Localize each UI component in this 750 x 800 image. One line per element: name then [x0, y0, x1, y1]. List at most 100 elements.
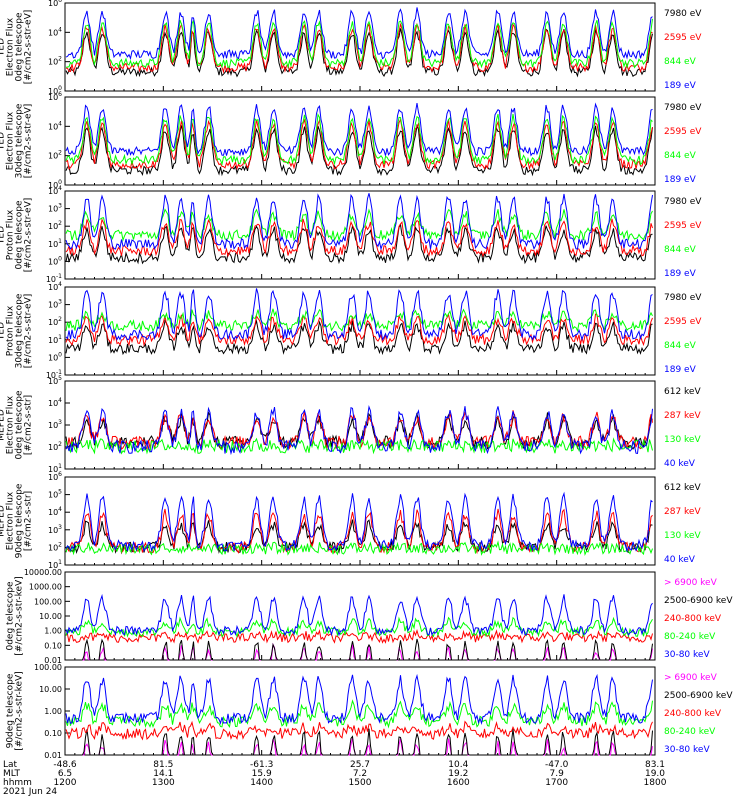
- series-line-3: [65, 112, 653, 166]
- legend-entry: 7980 eV: [664, 293, 702, 303]
- y-axis-label: MEPEDElectron Flux90deg telescope[#/cm2-…: [0, 483, 34, 558]
- y-tick-label: 10.00: [39, 685, 62, 694]
- legend-entry: 40 keV: [664, 555, 696, 565]
- x-tick-label-hhmm: 1700: [545, 778, 568, 788]
- x-tick-label-hhmm: 1300: [152, 778, 175, 788]
- panel-8: 0.01 0.10 1.00 10.00 100.00 90deg telescope[#…: [6, 663, 734, 760]
- y-tick-label: 10-1: [46, 369, 62, 380]
- y-tick-label: 106: [48, 0, 62, 8]
- series-line-5: [65, 593, 653, 637]
- x-tick-label-lat: -48.6: [53, 760, 77, 770]
- y-tick-label: 101: [48, 334, 62, 345]
- x-tick-label-lat: 25.7: [350, 760, 370, 770]
- x-tick-label-mlt: 7.9: [550, 769, 565, 779]
- panel-3: 10-1 100 101 102 103 104 TEDProton Flux0deg te…: [0, 185, 702, 284]
- series-line-2: [66, 508, 653, 555]
- legend-entry: 130 keV: [664, 531, 701, 541]
- panel-4: 10-1 100 101 102 103 104 TEDProton Flux30deg t…: [0, 281, 702, 380]
- series-line-3: [65, 437, 653, 455]
- y-tick-label: 101: [48, 559, 62, 570]
- series-line-4: [65, 491, 653, 553]
- series-line-4: [65, 193, 653, 251]
- panel-6: 101 102 103 104 105 106 MEPEDElectron Flux90de…: [0, 471, 701, 570]
- y-tick-label: 103: [48, 203, 62, 214]
- legend-entry: 189 eV: [664, 175, 697, 185]
- legend-entry: 240-800 keV: [664, 614, 722, 624]
- series-line-2: [65, 410, 653, 451]
- x-tick-label-hhmm: 1600: [447, 778, 470, 788]
- series-line-3: [65, 720, 653, 741]
- series-line-5: [65, 673, 653, 725]
- y-tick-label: 102: [48, 441, 62, 452]
- y-tick-label: 1000.00: [29, 583, 62, 592]
- legend-entry: 2595 eV: [664, 127, 702, 137]
- y-tick-label: 1.00: [44, 707, 62, 716]
- legend-entry: 130 keV: [664, 435, 701, 445]
- series-line-2: [66, 22, 653, 74]
- y-tick-label: 106: [48, 91, 62, 102]
- y-tick-label: 104: [48, 26, 62, 37]
- x-row-label: Lat: [3, 760, 18, 770]
- series-line-2: [65, 313, 653, 347]
- y-tick-label: 0.10: [44, 729, 62, 738]
- x-row-label: 2021 Jun 24: [3, 787, 57, 797]
- x-tick-label-lat: -61.3: [250, 760, 273, 770]
- x-tick-label-mlt: 15.9: [252, 769, 272, 779]
- y-tick-label: 100: [48, 85, 62, 96]
- y-tick-label: 103: [48, 299, 62, 310]
- legend-entry: 7980 eV: [664, 103, 702, 113]
- legend-entry: 612 keV: [664, 483, 701, 493]
- legend-entry: 30-80 keV: [664, 650, 710, 660]
- plot-frame: [64, 96, 656, 186]
- y-axis-label: MEPEDElectron Flux0deg telescope[#/cm2-s…: [0, 390, 34, 460]
- legend-entry: 2595 eV: [664, 33, 702, 43]
- panel-7: 0.01 0.10 1.00 10.00 100.00 1000.00 10000.000d…: [6, 568, 734, 665]
- series-line-4: [65, 288, 653, 342]
- y-tick-label: 104: [48, 185, 62, 196]
- series-line-3: [65, 540, 653, 557]
- x-tick-label-hhmm: 1500: [349, 778, 372, 788]
- y-tick-label: 100: [48, 179, 62, 190]
- y-tick-label: 10000.00: [24, 568, 62, 577]
- panel-5: 101 102 103 104 105 MEPEDElectron Flux0deg te…: [0, 375, 701, 474]
- y-tick-label: 105: [48, 489, 62, 500]
- x-tick-label-mlt: 19.2: [448, 769, 468, 779]
- y-tick-label: 102: [48, 56, 62, 67]
- series-line-4: [65, 404, 653, 456]
- x-tick-label-lat: -47.0: [545, 760, 569, 770]
- legend-entry: 287 keV: [664, 411, 701, 421]
- series-line-3: [65, 308, 653, 333]
- y-tick-label: 104: [48, 120, 62, 131]
- legend-entry: 844 eV: [664, 245, 697, 255]
- y-tick-label: 104: [48, 506, 62, 517]
- plot-frame: [64, 666, 656, 756]
- y-tick-label: 1.00: [44, 627, 62, 636]
- x-tick-label-lat: 81.5: [153, 760, 173, 770]
- legend-entry: 30-80 keV: [664, 745, 710, 755]
- series-line-4: [65, 7, 653, 61]
- legend-entry: 189 eV: [664, 269, 697, 279]
- y-tick-label: 100.00: [34, 663, 62, 672]
- plot-frame: [64, 571, 656, 661]
- legend-entry: 844 eV: [664, 151, 697, 161]
- legend-entry: 287 keV: [664, 507, 701, 517]
- panel-1: 100 102 104 106 TEDElectron Flux0deg telesco…: [0, 0, 702, 96]
- x-tick-label-hhmm: 1800: [644, 778, 667, 788]
- series-line-3: [65, 629, 653, 644]
- legend-entry: 240-800 keV: [664, 709, 722, 719]
- x-row-label: hhmm: [3, 778, 32, 788]
- series-line-2: [82, 728, 653, 756]
- series-line-4: [65, 102, 653, 157]
- y-tick-label: 10-1: [46, 273, 62, 284]
- y-tick-label: 105: [48, 375, 62, 386]
- y-tick-label: 102: [48, 150, 62, 161]
- series-line-2: [65, 218, 653, 258]
- series-line-1: [65, 319, 653, 356]
- series-line-1: [65, 223, 653, 265]
- y-tick-label: 101: [48, 463, 62, 474]
- x-tick-label-mlt: 6.5: [58, 769, 72, 779]
- series-line-1: [65, 28, 653, 78]
- y-tick-label: 0.01: [44, 656, 62, 665]
